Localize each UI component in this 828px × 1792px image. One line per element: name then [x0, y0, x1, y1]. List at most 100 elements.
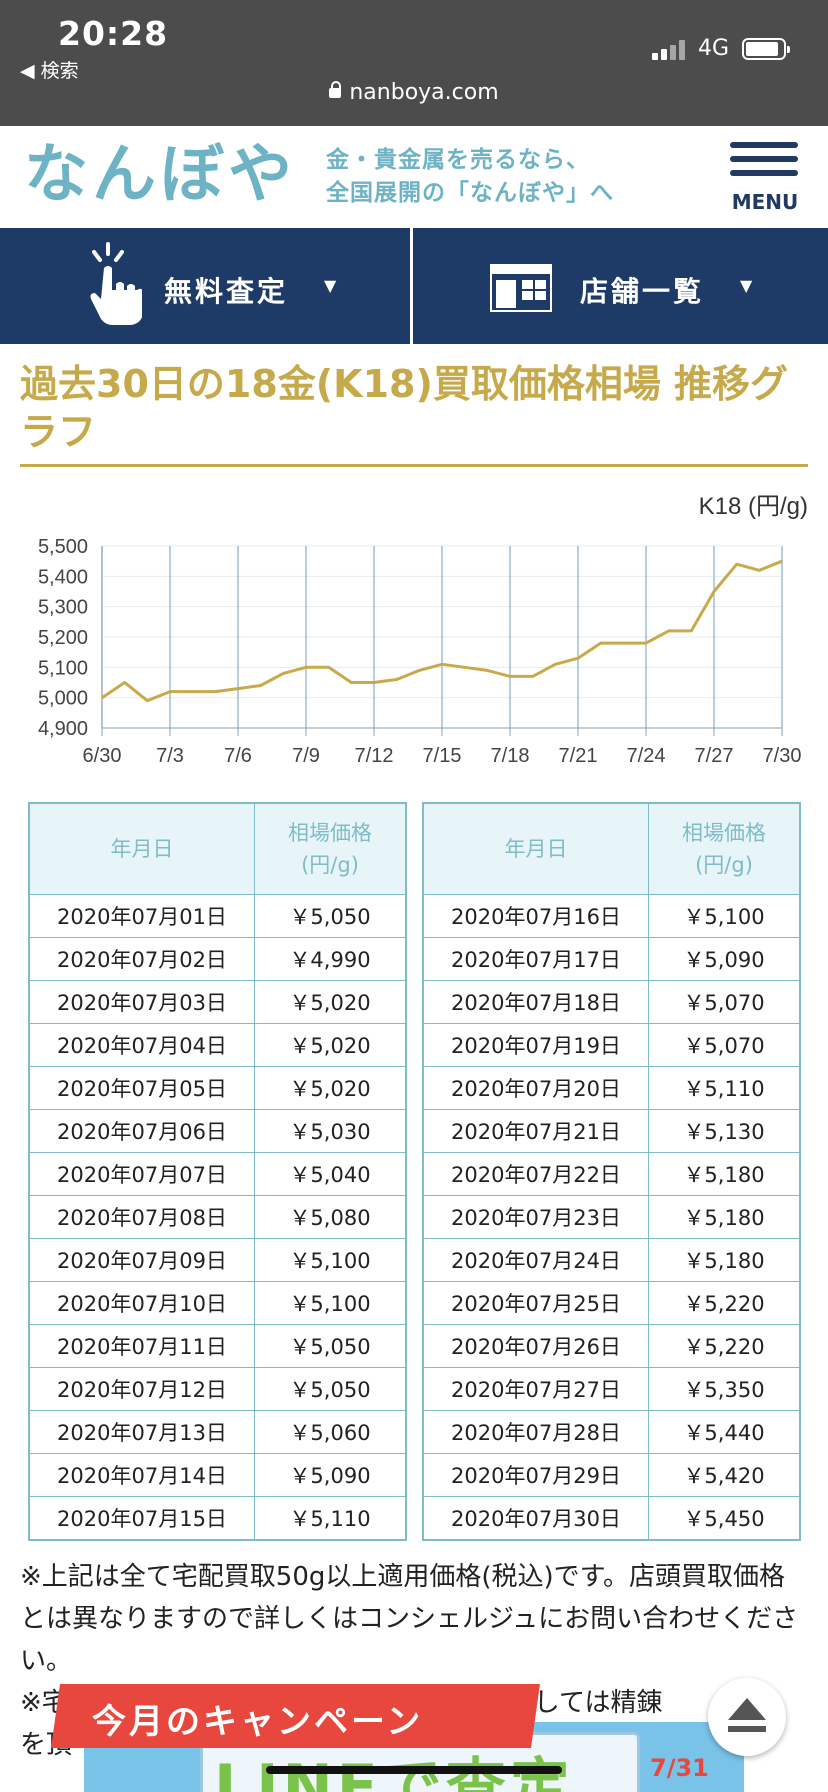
lock-icon	[329, 81, 342, 98]
table-row: 2020年07月21日 ￥5,130	[422, 1109, 801, 1153]
dropdown-arrow-icon: ▼	[324, 276, 337, 295]
pointing-hand-icon	[90, 242, 142, 325]
date-cell: 2020年07月21日	[422, 1109, 649, 1153]
table-row: 2020年07月05日 ￥5,020	[28, 1066, 407, 1110]
table-row: 2020年07月09日 ￥5,100	[28, 1238, 407, 1282]
table-row: 2020年07月13日 ￥5,060	[28, 1410, 407, 1454]
eject-up-icon	[728, 1698, 766, 1732]
price-cell: ￥5,080	[254, 1195, 407, 1239]
date-cell: 2020年07月23日	[422, 1195, 649, 1239]
price-chart: K18 (円/g) 5,500 5,400 5,300 5,200 5,100 5,000 4…	[0, 490, 828, 780]
data-point	[599, 641, 603, 645]
table-row: 2020年07月03日 ￥5,020	[28, 980, 407, 1024]
date-column-header: 年月日	[422, 802, 649, 895]
date-cell: 2020年07月05日	[28, 1066, 255, 1110]
price-cell: ￥5,350	[648, 1367, 801, 1411]
url-bar[interactable]: nanboya.com	[0, 80, 828, 105]
price-cell: ￥5,050	[254, 1367, 407, 1411]
table-row: 2020年07月19日 ￥5,070	[422, 1023, 801, 1067]
price-cell: ￥5,100	[254, 1281, 407, 1325]
unit-label: K18 (円/g)	[699, 493, 808, 520]
note-text-1: ※上記は全て宅配買取50g以上適用価格(税込)です。店頭買取価格とは異なりますの…	[20, 1562, 799, 1676]
x-tick-label: 7/24	[627, 745, 666, 767]
data-point	[304, 665, 308, 669]
date-cell: 2020年07月16日	[422, 894, 649, 938]
data-point	[259, 684, 263, 688]
price-cell: ￥5,180	[648, 1195, 801, 1239]
x-tick-label: 6/30	[83, 745, 122, 767]
price-cell: ￥5,130	[648, 1109, 801, 1153]
table-header-row: 年月日 相場価格 (円/g)	[422, 802, 801, 895]
table-row: 2020年07月16日 ￥5,100	[422, 894, 801, 938]
price-cell: ￥5,070	[648, 980, 801, 1024]
x-tick-label: 7/30	[763, 745, 802, 767]
price-cell: ￥5,020	[254, 1066, 407, 1110]
site-logo[interactable]: なんぼや	[24, 138, 296, 212]
date-cell: 2020年07月14日	[28, 1453, 255, 1497]
data-point	[327, 665, 331, 669]
date-cell: 2020年07月07日	[28, 1152, 255, 1196]
promo-date: 7/31	[650, 1754, 709, 1782]
campaign-tab[interactable]: 今月のキャンペーン	[51, 1684, 550, 1748]
store-list-nav[interactable]: 店舗一覧 ▼	[414, 228, 828, 344]
data-point	[349, 681, 353, 685]
data-point	[236, 687, 240, 691]
data-point	[757, 568, 761, 572]
y-tick-label: 5,100	[38, 657, 88, 679]
tagline-line2: 全国展開の「なんぼや」へ	[326, 180, 614, 206]
date-cell: 2020年07月22日	[422, 1152, 649, 1196]
table-row: 2020年07月08日 ￥5,080	[28, 1195, 407, 1239]
x-tick-label: 7/3	[156, 745, 184, 767]
data-point	[123, 681, 127, 685]
price-cell: ￥5,220	[648, 1281, 801, 1325]
price-cell: ￥5,060	[254, 1410, 407, 1454]
data-point	[485, 668, 489, 672]
date-column-header: 年月日	[28, 802, 255, 895]
data-point	[145, 699, 149, 703]
x-tick-label: 7/12	[355, 745, 394, 767]
price-column-header: 相場価格 (円/g)	[254, 802, 407, 895]
price-cell: ￥5,420	[648, 1453, 801, 1497]
menu-label: MENU	[731, 190, 799, 214]
x-tick-label: 7/21	[559, 745, 598, 767]
date-cell: 2020年07月17日	[422, 937, 649, 981]
scroll-to-top-button[interactable]	[708, 1678, 786, 1756]
free-appraisal-nav[interactable]: 無料査定 ▼	[0, 228, 410, 344]
price-cell: ￥5,050	[254, 894, 407, 938]
data-point	[100, 696, 104, 700]
x-tick-label: 7/18	[491, 745, 530, 767]
data-point	[508, 674, 512, 678]
back-to-search-link[interactable]: ◀ 検索	[20, 60, 79, 82]
price-cell: ￥5,100	[254, 1238, 407, 1282]
date-cell: 2020年07月20日	[422, 1066, 649, 1110]
hamburger-icon	[730, 142, 798, 148]
site-header: なんぼや 金・貴金属を売るなら、 全国展開の「なんぼや」へ MENU	[0, 126, 828, 228]
table-row: 2020年07月28日 ￥5,440	[422, 1410, 801, 1454]
tagline-line1: 金・貴金属を売るなら、	[326, 147, 590, 173]
store-list-label: 店舗一覧	[580, 275, 705, 308]
date-cell: 2020年07月26日	[422, 1324, 649, 1368]
x-tick-label: 7/27	[695, 745, 734, 767]
x-tick-label: 7/15	[423, 745, 462, 767]
menu-button[interactable]: MENU	[726, 142, 802, 214]
price-cell: ￥5,040	[254, 1152, 407, 1196]
campaign-label: 今月のキャンペーン	[92, 1702, 424, 1742]
y-tick-label: 4,900	[38, 718, 88, 740]
table-row: 2020年07月02日 ￥4,990	[28, 937, 407, 981]
data-point	[395, 677, 399, 681]
price-cell: ￥5,020	[254, 1023, 407, 1067]
y-tick-label: 5,200	[38, 627, 88, 649]
data-point	[735, 562, 739, 566]
date-cell: 2020年07月01日	[28, 894, 255, 938]
table-row: 2020年07月27日 ￥5,350	[422, 1367, 801, 1411]
date-cell: 2020年07月13日	[28, 1410, 255, 1454]
date-cell: 2020年07月28日	[422, 1410, 649, 1454]
free-appraisal-label: 無料査定	[164, 275, 289, 308]
network-type: 4G	[698, 36, 730, 61]
k18-price-line	[101, 559, 783, 703]
table-row: 2020年07月14日 ￥5,090	[28, 1453, 407, 1497]
table-row: 2020年07月26日 ￥5,220	[422, 1324, 801, 1368]
data-point	[553, 662, 557, 666]
price-cell: ￥5,220	[648, 1324, 801, 1368]
y-tick-label: 5,000	[38, 688, 88, 710]
